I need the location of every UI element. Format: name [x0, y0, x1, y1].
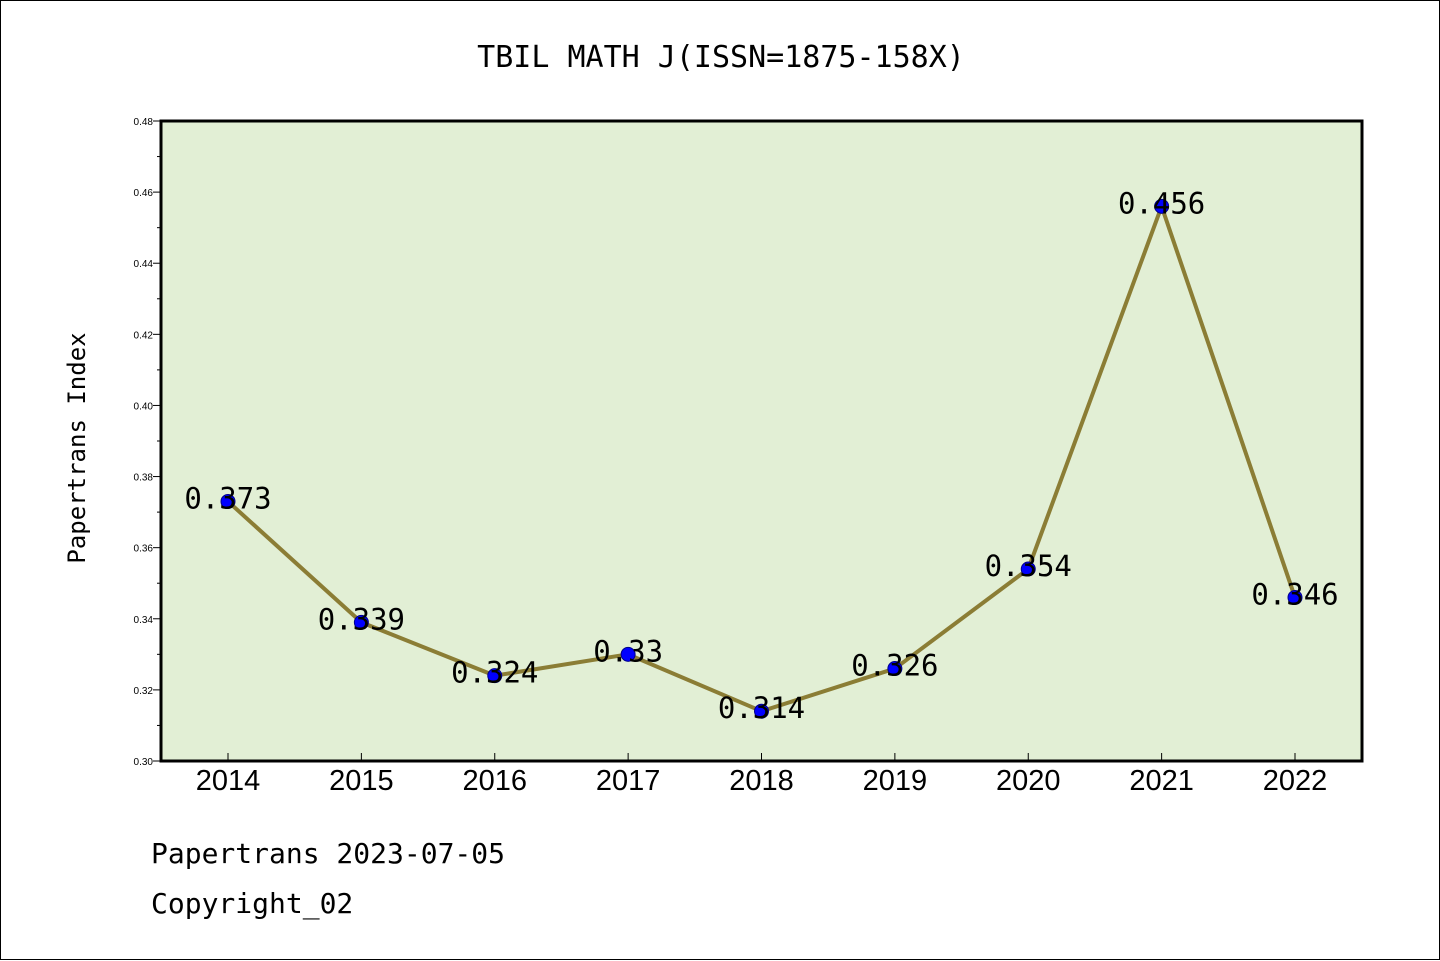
x-tick-label: 2016 — [462, 765, 527, 797]
chart-title: TBIL MATH J(ISSN=1875-158X) — [477, 40, 965, 75]
x-tick-label: 2020 — [996, 765, 1061, 797]
data-label: 0.354 — [985, 549, 1072, 583]
data-point — [1020, 561, 1036, 577]
data-label: 0.456 — [1118, 186, 1205, 220]
data-point — [353, 614, 369, 630]
y-axis-label: Papertrans Index — [63, 332, 91, 563]
data-label: 0.373 — [184, 481, 271, 515]
data-label: 0.339 — [318, 602, 405, 636]
y-tick-label: 0.42 — [134, 330, 154, 341]
y-tick-label: 0.34 — [134, 615, 154, 626]
data-label: 0.314 — [718, 691, 805, 725]
data-point — [620, 646, 636, 662]
x-tick-label: 2017 — [596, 765, 661, 797]
x-tick-label: 2015 — [329, 765, 394, 797]
data-point — [887, 661, 903, 677]
y-tick-label: 0.40 — [134, 401, 154, 412]
y-tick-label: 0.44 — [134, 259, 154, 270]
plot-area — [159, 119, 1364, 763]
x-tick-label: 2022 — [1263, 765, 1328, 797]
data-point — [754, 703, 769, 719]
y-tick-label: 0.36 — [134, 544, 154, 555]
y-tick-label: 0.48 — [134, 117, 154, 128]
footer-source-date: Papertrans 2023-07-05 — [151, 837, 506, 870]
y-tick-label: 0.30 — [134, 757, 154, 768]
data-point — [487, 668, 503, 684]
data-label: 0.346 — [1251, 577, 1338, 611]
x-tick-label: 2014 — [196, 765, 261, 797]
x-tick-label: 2019 — [863, 765, 928, 797]
data-point — [220, 493, 236, 509]
y-tick-label: 0.46 — [134, 188, 154, 199]
y-tick-label: 0.32 — [134, 686, 154, 697]
footer-copyright: Copyright_02 — [151, 887, 354, 920]
data-label: 0.326 — [851, 649, 938, 683]
series-layer: 0.373 0.339 0.324 0.33 0.314 0.326 0.354 0.456 0… — [184, 186, 1338, 725]
y-axis: 0.30 0.32 0.34 0.36 0.38 0.40 0.42 0.44 0.46 0.48 — [134, 117, 161, 768]
x-axis: 2014 2015 2016 2017 2018 2019 2020 2021 2022 — [196, 753, 1328, 797]
data-label: 0.33 — [593, 634, 663, 668]
data-point — [1154, 198, 1170, 214]
data-point — [1287, 589, 1303, 605]
x-tick-label: 2018 — [729, 765, 794, 797]
y-tick-label: 0.38 — [134, 473, 154, 484]
data-label: 0.324 — [451, 656, 538, 690]
x-tick-label: 2021 — [1129, 765, 1194, 797]
